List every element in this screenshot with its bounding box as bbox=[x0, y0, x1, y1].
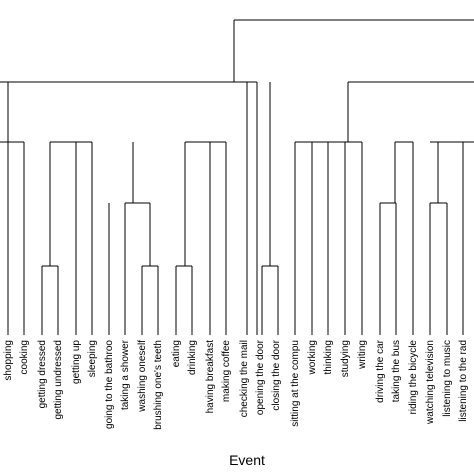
leaf-label: riding the bicycle bbox=[408, 340, 419, 415]
dendrogram-branches bbox=[0, 19, 474, 335]
leaf-label: drinking bbox=[187, 340, 198, 375]
leaf-label: thinking bbox=[323, 340, 334, 374]
leaf-label: shopping bbox=[3, 340, 14, 381]
leaf-label: eating bbox=[171, 340, 182, 367]
leaf-label: taking a shower bbox=[120, 339, 131, 410]
leaf-label: checking the mail bbox=[239, 340, 250, 417]
leaf-label: writing bbox=[357, 340, 368, 370]
leaf-labels: shopping cooking getting dressed getting… bbox=[3, 339, 469, 429]
leaf-label: having breakfast bbox=[205, 340, 216, 414]
leaf-label: sleeping bbox=[87, 340, 98, 377]
leaf-label: driving the car bbox=[375, 339, 386, 402]
leaf-label: getting dressed bbox=[37, 340, 48, 408]
x-axis-title: Event bbox=[229, 452, 265, 468]
leaf-label: getting up bbox=[71, 340, 82, 384]
leaf-label: making coffee bbox=[221, 340, 232, 403]
leaf-label: getting undressed bbox=[53, 340, 64, 420]
leaf-label: closing the door bbox=[271, 339, 282, 410]
leaf-label: watching television bbox=[425, 340, 436, 425]
leaf-label: working bbox=[307, 340, 318, 375]
leaf-label: cooking bbox=[19, 340, 30, 374]
leaf-label: brushing one's teeth bbox=[153, 340, 164, 430]
leaf-label: washing oneself bbox=[137, 340, 148, 413]
leaf-label: taking the bus bbox=[391, 340, 402, 402]
leaf-label: listening to music bbox=[442, 340, 453, 417]
leaf-label: sitting at the compu bbox=[290, 340, 301, 427]
leaf-label: opening the door bbox=[255, 339, 266, 415]
leaf-label: listening to the rad bbox=[458, 340, 469, 422]
leaf-label: studying bbox=[340, 340, 351, 377]
leaf-label: going to the bathroo bbox=[104, 340, 115, 429]
